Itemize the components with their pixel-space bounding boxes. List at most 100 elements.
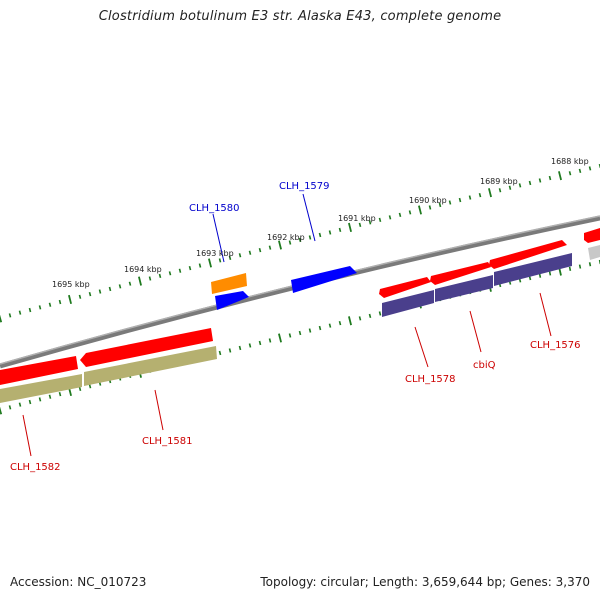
tick-label-1689: 1689 kbp	[480, 177, 518, 186]
outer-tick-ring	[0, 163, 600, 323]
outer-minor-tick	[468, 195, 472, 200]
outer-minor-tick	[248, 250, 252, 255]
inner-minor-tick	[228, 348, 232, 353]
inner-minor-tick	[588, 262, 592, 267]
inner-major-tick	[348, 316, 352, 326]
tick-label-1692: 1692 kbp	[267, 233, 305, 242]
outer-major-tick	[488, 188, 492, 198]
outer-minor-tick	[428, 205, 432, 210]
outer-minor-tick	[298, 237, 302, 243]
gene-label-clh1576[interactable]: CLH_1576	[530, 340, 581, 351]
inner-minor-tick	[378, 311, 382, 316]
leader-clh1576	[539, 292, 552, 337]
outer-minor-tick	[288, 240, 292, 245]
inner-major-tick	[278, 333, 282, 343]
inner-minor-tick	[268, 338, 272, 343]
outer-minor-tick	[28, 307, 32, 313]
inner-minor-tick	[88, 384, 92, 389]
tick-label-1690: 1690 kbp	[409, 196, 447, 205]
cds-block-clh1581-olive[interactable]	[84, 346, 217, 386]
cds-block-clh1576[interactable]	[494, 253, 572, 286]
gene-arrow-clh1581-forward[interactable]	[80, 328, 213, 367]
gene-arrow-edge-forward[interactable]	[584, 228, 600, 243]
outer-minor-tick	[128, 281, 132, 286]
outer-minor-tick	[578, 168, 582, 173]
outer-minor-tick	[148, 276, 152, 281]
outer-major-tick	[68, 294, 72, 305]
gene-label-clh1579[interactable]: CLH_1579	[279, 181, 330, 192]
outer-minor-tick	[158, 273, 162, 279]
gene-label-clh1581[interactable]: CLH_1581	[142, 436, 193, 447]
cds-block-cbiq[interactable]	[435, 275, 493, 302]
feature-track	[0, 228, 600, 403]
inner-minor-tick	[368, 313, 372, 319]
outer-minor-tick	[218, 258, 222, 263]
gene-arrow-clh1580-blue[interactable]	[215, 291, 249, 310]
outer-minor-tick	[108, 286, 112, 292]
outer-minor-tick	[48, 302, 52, 307]
gene-label-clh1582[interactable]: CLH_1582	[10, 462, 61, 473]
tick-label-1693: 1693 kbp	[196, 249, 234, 258]
outer-minor-tick	[178, 268, 182, 273]
outer-minor-tick	[18, 310, 22, 315]
outer-minor-tick	[188, 266, 192, 271]
outer-minor-tick	[368, 220, 372, 225]
gene-block-clh1580-orange[interactable]	[211, 273, 247, 294]
inner-minor-tick	[358, 316, 362, 321]
outer-minor-tick	[118, 284, 122, 289]
outer-minor-tick	[98, 289, 102, 294]
outer-major-tick	[138, 276, 142, 286]
gene-label-clh1578[interactable]: CLH_1578	[405, 374, 456, 385]
inner-minor-tick	[328, 323, 332, 328]
outer-minor-tick	[458, 197, 462, 203]
outer-minor-tick	[38, 305, 42, 310]
cds-block-clh1582-olive[interactable]	[0, 374, 82, 403]
inner-minor-tick	[218, 350, 222, 356]
outer-minor-tick	[258, 248, 262, 253]
outer-major-tick	[558, 171, 562, 181]
inner-minor-tick	[8, 405, 12, 410]
outer-major-tick	[348, 222, 352, 233]
outer-minor-tick	[498, 188, 502, 193]
outer-minor-tick	[588, 166, 592, 171]
gene-arrow-clh1578-forward[interactable]	[379, 277, 431, 298]
outer-minor-tick	[518, 183, 522, 188]
outer-minor-tick	[528, 180, 532, 186]
inner-minor-tick	[578, 264, 582, 269]
outer-minor-tick	[568, 171, 572, 176]
leader-clh1578	[414, 326, 429, 368]
inner-minor-tick	[548, 271, 552, 276]
outer-minor-tick	[358, 222, 362, 227]
outer-minor-tick	[378, 217, 382, 222]
outer-minor-tick	[388, 215, 392, 220]
accession-text: Accession: NC_010723	[10, 575, 147, 589]
tick-label-1695: 1695 kbp	[52, 280, 90, 289]
gene-arrow-clh1579[interactable]	[291, 266, 357, 293]
outer-minor-tick	[328, 230, 332, 235]
inner-minor-tick	[28, 399, 32, 405]
inner-minor-tick	[58, 392, 62, 397]
tick-label-1691: 1691 kbp	[338, 214, 376, 223]
outer-minor-tick	[338, 227, 342, 233]
inner-minor-tick	[338, 321, 342, 326]
gene-label-cbiq[interactable]: cbiQ	[473, 360, 496, 371]
inner-minor-tick	[568, 266, 572, 271]
outer-minor-tick	[478, 193, 482, 198]
inner-minor-tick	[258, 340, 262, 346]
outer-minor-tick	[308, 235, 312, 240]
gene-arrow-cbiq-forward[interactable]	[430, 262, 491, 285]
gene-label-clh1580[interactable]: CLH_1580	[189, 203, 240, 214]
inner-minor-tick	[298, 330, 302, 336]
gene-arrow-clh1576-forward[interactable]	[489, 240, 567, 269]
topology-summary-text: Topology: circular; Length: 3,659,644 bp…	[260, 575, 590, 589]
genome-title: Clostridium botulinum E3 str. Alaska E43…	[98, 9, 502, 24]
inner-minor-tick	[18, 402, 22, 407]
outer-minor-tick	[78, 294, 82, 299]
outer-minor-tick	[538, 178, 542, 183]
cds-block-clh1578[interactable]	[382, 290, 434, 317]
gene-arrow-clh1582-forward[interactable]	[0, 356, 78, 385]
outer-minor-tick	[58, 299, 62, 305]
outer-minor-tick	[448, 200, 452, 205]
outer-minor-tick	[238, 253, 242, 258]
